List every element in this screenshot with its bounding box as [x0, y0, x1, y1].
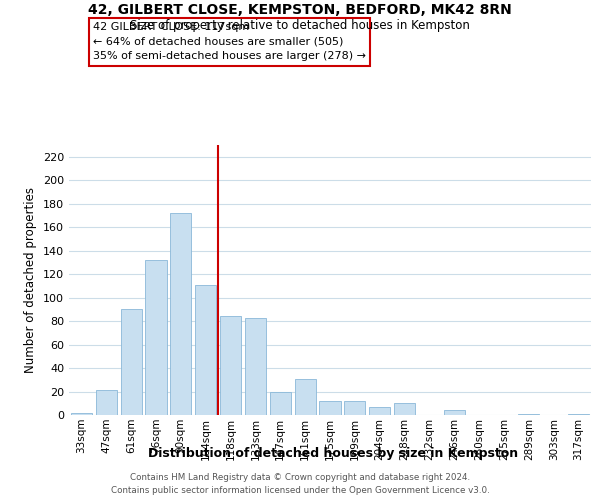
Bar — [270, 392, 291, 415]
Text: 42, GILBERT CLOSE, KEMPSTON, BEDFORD, MK42 8RN: 42, GILBERT CLOSE, KEMPSTON, BEDFORD, MK… — [88, 2, 512, 16]
Bar — [568, 414, 589, 415]
Bar — [444, 410, 465, 415]
Bar — [71, 412, 92, 415]
Bar — [394, 404, 415, 415]
Bar — [145, 260, 167, 415]
Bar — [195, 284, 216, 415]
Y-axis label: Number of detached properties: Number of detached properties — [25, 187, 37, 373]
Bar — [220, 316, 241, 415]
Bar — [319, 401, 341, 415]
Bar — [344, 401, 365, 415]
Text: Size of property relative to detached houses in Kempston: Size of property relative to detached ho… — [130, 18, 470, 32]
Bar — [295, 378, 316, 415]
Text: Contains HM Land Registry data © Crown copyright and database right 2024.
Contai: Contains HM Land Registry data © Crown c… — [110, 474, 490, 495]
Bar — [245, 318, 266, 415]
Bar — [96, 390, 117, 415]
Bar — [121, 310, 142, 415]
Bar — [369, 407, 390, 415]
Bar — [518, 414, 539, 415]
Text: 42 GILBERT CLOSE: 117sqm
← 64% of detached houses are smaller (505)
35% of semi-: 42 GILBERT CLOSE: 117sqm ← 64% of detach… — [93, 22, 366, 62]
Text: Distribution of detached houses by size in Kempston: Distribution of detached houses by size … — [148, 448, 518, 460]
Bar — [170, 213, 191, 415]
